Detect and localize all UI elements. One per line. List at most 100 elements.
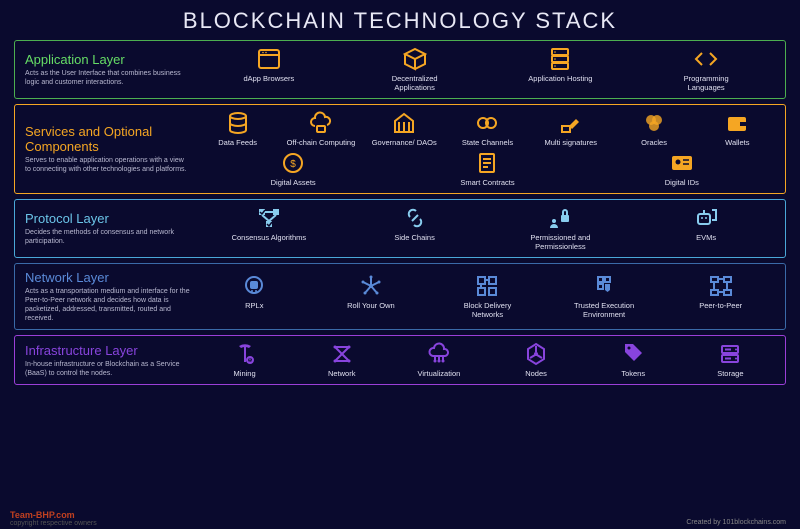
item-label: Data Feeds	[218, 138, 257, 147]
stack-item: Digital IDs	[646, 151, 718, 187]
stack-item: Wallets	[701, 111, 773, 147]
cloud-link-icon	[309, 111, 333, 135]
item-label: Application Hosting	[528, 74, 592, 83]
item-label: Tokens	[621, 369, 645, 378]
stack-item: Programming Languages	[666, 47, 746, 92]
item-label: Governance/ DAOs	[372, 138, 437, 147]
layer-items: BMiningNetworkVirtualizationNodesTokensS…	[200, 342, 775, 378]
item-label: EVMs	[696, 233, 716, 242]
cube-icon	[403, 47, 427, 71]
layer-info: Application Layer Acts as the User Interf…	[25, 52, 190, 87]
layer-desc: Serves to enable application operations …	[25, 156, 190, 174]
id-card-icon	[670, 151, 694, 175]
stack-item: Peer-to-Peer	[681, 274, 761, 310]
stack-item: Storage	[694, 342, 766, 378]
stack-item: Permissioned and Permissionless	[520, 206, 600, 251]
browser-icon	[257, 47, 281, 71]
stack-item: Tokens	[597, 342, 669, 378]
item-label: Permissioned and Permissionless	[520, 233, 600, 251]
watermark-sub: copyright respective owners	[10, 520, 97, 527]
layer-items: Consensus Algorithms Side Chains Permissio…	[200, 206, 775, 251]
item-label: State Channels	[462, 138, 513, 147]
server-icon	[548, 47, 572, 71]
layer-row: Application Layer Acts as the User Interf…	[14, 40, 786, 99]
layer-row: Services and Optional Components Serves t…	[14, 104, 786, 194]
stack-item: Off-chain Computing	[285, 111, 357, 147]
item-label: Consensus Algorithms	[232, 233, 307, 242]
layer-info: Infrastructure Layer In-house infrastruct…	[25, 343, 190, 378]
item-label: Wallets	[725, 138, 749, 147]
stack-item: Trusted Execution Environment	[564, 274, 644, 319]
link-icon	[403, 206, 427, 230]
stack-item: EVMs	[666, 206, 746, 242]
layer-items: dApp Browsers Decentralized Applications A…	[200, 47, 775, 92]
layer-desc: Decides the methods of consensus and net…	[25, 228, 190, 246]
item-label: Decentralized Applications	[375, 74, 455, 92]
layer-desc: In-house infrastructure or Blockchain as…	[25, 360, 190, 378]
watermark: Team-BHP.com copyright respective owners	[10, 510, 97, 527]
stack-item: Application Hosting	[520, 47, 600, 83]
stack-item: $ Digital Assets	[257, 151, 329, 187]
venn-icon	[642, 111, 666, 135]
credit-text: Created by 101blockchains.com	[686, 519, 786, 526]
layer-row: Infrastructure Layer In-house infrastruct…	[14, 335, 786, 385]
train-icon	[242, 274, 266, 298]
layer-title: Network Layer	[25, 270, 190, 285]
stack-item: Oracles	[618, 111, 690, 147]
item-label: Multi signatures	[545, 138, 598, 147]
drive-icon	[718, 342, 742, 366]
shield-grid-icon	[592, 274, 616, 298]
item-label: Storage	[717, 369, 743, 378]
code-icon	[694, 47, 718, 71]
item-label: Block Delivery Networks	[447, 301, 527, 319]
layers-container: Application Layer Acts as the User Interf…	[14, 40, 786, 385]
star-net-icon	[359, 274, 383, 298]
layer-items: RPLx Roll Your Own Block Delivery Networks…	[200, 274, 775, 319]
checks-icon	[257, 206, 281, 230]
item-label: Network	[328, 369, 356, 378]
stack-item: BMining	[209, 342, 281, 378]
layer-info: Network LayerActs as a transportation me…	[25, 270, 190, 323]
stack-item: Multi signatures	[535, 111, 607, 147]
stack-item: Governance/ DAOs	[368, 111, 440, 147]
stack-item: Block Delivery Networks	[447, 274, 527, 319]
item-label: Digital Assets	[271, 178, 316, 187]
vcloud-icon	[427, 342, 451, 366]
stack-item: Smart Contracts	[451, 151, 523, 187]
stack-item: Roll Your Own	[331, 274, 411, 310]
layer-title: Protocol Layer	[25, 211, 190, 226]
layer-title: Application Layer	[25, 52, 190, 67]
item-label: Mining	[234, 369, 256, 378]
stack-item: Consensus Algorithms	[229, 206, 309, 242]
item-label: Digital IDs	[665, 178, 699, 187]
layer-items: Data Feeds Off-chain Computing Governance/…	[200, 111, 775, 187]
layer-title: Infrastructure Layer	[25, 343, 190, 358]
item-label: Nodes	[525, 369, 547, 378]
layer-row: Protocol Layer Decides the methods of con…	[14, 199, 786, 258]
watermark-brand: Team-BHP.com	[10, 510, 75, 520]
layer-info: Services and Optional Components Serves t…	[25, 124, 190, 174]
item-label: Oracles	[641, 138, 667, 147]
item-label: Trusted Execution Environment	[564, 301, 644, 319]
item-label: Programming Languages	[666, 74, 746, 92]
stack-item: Data Feeds	[202, 111, 274, 147]
item-label: dApp Browsers	[243, 74, 294, 83]
blocks-icon	[475, 274, 499, 298]
layer-desc: Acts as the User Interface that combines…	[25, 69, 190, 87]
mesh-icon	[330, 342, 354, 366]
stack-item: Side Chains	[375, 206, 455, 242]
item-label: Smart Contracts	[460, 178, 514, 187]
database-icon	[226, 111, 250, 135]
hex-icon	[524, 342, 548, 366]
svg-text:$: $	[290, 159, 296, 170]
robot-icon	[694, 206, 718, 230]
stack-item: Nodes	[500, 342, 572, 378]
item-label: Side Chains	[394, 233, 434, 242]
layer-title: Services and Optional Components	[25, 124, 190, 154]
item-label: RPLx	[245, 301, 263, 310]
stack-item: State Channels	[451, 111, 523, 147]
item-label: Peer-to-Peer	[699, 301, 742, 310]
stack-item: Network	[306, 342, 378, 378]
wallet-icon	[725, 111, 749, 135]
item-label: Off-chain Computing	[287, 138, 356, 147]
